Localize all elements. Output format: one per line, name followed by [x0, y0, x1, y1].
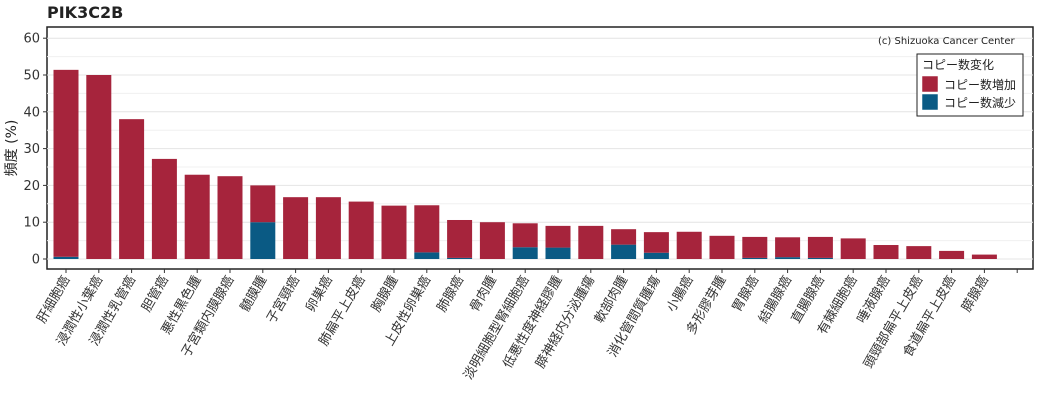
bar-increase	[906, 246, 932, 259]
bar-increase	[348, 201, 374, 259]
y-tick-label: 40	[23, 105, 40, 120]
bar-increase	[119, 119, 145, 259]
bar-decrease	[250, 222, 276, 259]
gridlines	[47, 37, 1033, 260]
bar-increase	[184, 174, 210, 259]
bar-increase	[840, 238, 866, 259]
y-tick-label: 60	[23, 32, 40, 47]
x-tick-label: 小腸癌	[663, 273, 696, 315]
bar-decrease	[447, 257, 473, 259]
y-tick-label: 0	[32, 253, 40, 268]
plot-area	[46, 26, 1034, 270]
x-tick-label: 肺腺癌	[434, 273, 467, 315]
bar-increase	[676, 231, 702, 259]
chart-title: PIK3C2B	[47, 3, 123, 22]
bar-decrease	[775, 257, 801, 259]
bar-increase	[971, 254, 997, 259]
legend-swatch-decrease	[921, 93, 939, 111]
legend: コピー数変化 コピー数増加 コピー数減少	[916, 53, 1024, 117]
y-axis-label: 頻度 (%)	[4, 120, 20, 177]
bar-increase	[447, 219, 473, 258]
bar-increase	[283, 197, 309, 259]
y-tick-label: 20	[23, 179, 40, 194]
credit-text: (c) Shizuoka Cancer Center	[878, 36, 1016, 47]
bar-increase	[250, 185, 276, 223]
bar-decrease	[512, 247, 538, 259]
bar-increase	[151, 158, 177, 259]
x-tick-label: 卵巣癌	[302, 273, 335, 315]
bar-increase	[775, 237, 801, 258]
bars	[53, 69, 997, 259]
legend-title: コピー数変化	[922, 57, 994, 72]
bar-increase	[611, 229, 637, 245]
y-tick-label: 10	[23, 216, 40, 231]
bar-increase	[807, 236, 833, 258]
bar-increase	[742, 236, 768, 258]
legend-label-increase: コピー数増加	[944, 77, 1016, 92]
x-tick-label: 頭頸部扁平上皮癌	[860, 273, 926, 371]
bar-increase	[53, 69, 79, 257]
bar-increase	[578, 225, 604, 259]
bar-increase	[512, 223, 538, 248]
bar-decrease	[611, 244, 637, 259]
x-tick-label: 胆管癌	[138, 273, 171, 315]
bar-decrease	[53, 256, 79, 259]
bar-increase	[86, 75, 112, 259]
x-tick-label: 膵腺癌	[958, 273, 991, 315]
bar-increase	[545, 225, 571, 248]
bar-increase	[873, 245, 899, 259]
y-tick-label: 50	[23, 69, 40, 84]
bar-increase	[643, 232, 669, 253]
bar-decrease	[742, 257, 768, 259]
bar-increase	[381, 205, 407, 259]
bar-increase	[479, 222, 505, 259]
bar-decrease	[545, 247, 571, 259]
bar-increase	[315, 197, 341, 259]
bar-decrease	[643, 252, 669, 259]
bar-increase	[939, 250, 965, 259]
legend-label-decrease: コピー数減少	[944, 95, 1016, 110]
bar-decrease	[414, 252, 440, 259]
x-tick-label: 骨肉腫	[466, 273, 499, 315]
bar-decrease	[807, 257, 833, 259]
y-tick-label: 30	[23, 142, 40, 157]
x-tick-label: 膵神経内分泌腫瘍	[532, 273, 598, 371]
y-axis: 0 10 20 30 40 50 60	[23, 32, 47, 268]
legend-swatch-increase	[921, 75, 939, 93]
x-tick-label: 胃腺癌	[729, 273, 762, 315]
x-tick-label: 低悪性度神経膠腫	[500, 273, 566, 371]
bar-increase	[709, 235, 735, 259]
x-tick-label: 髄膜腫	[237, 273, 270, 315]
x-tick-label: 胸腺腫	[368, 273, 401, 315]
bar-increase	[414, 205, 440, 253]
bar-increase	[217, 176, 243, 259]
